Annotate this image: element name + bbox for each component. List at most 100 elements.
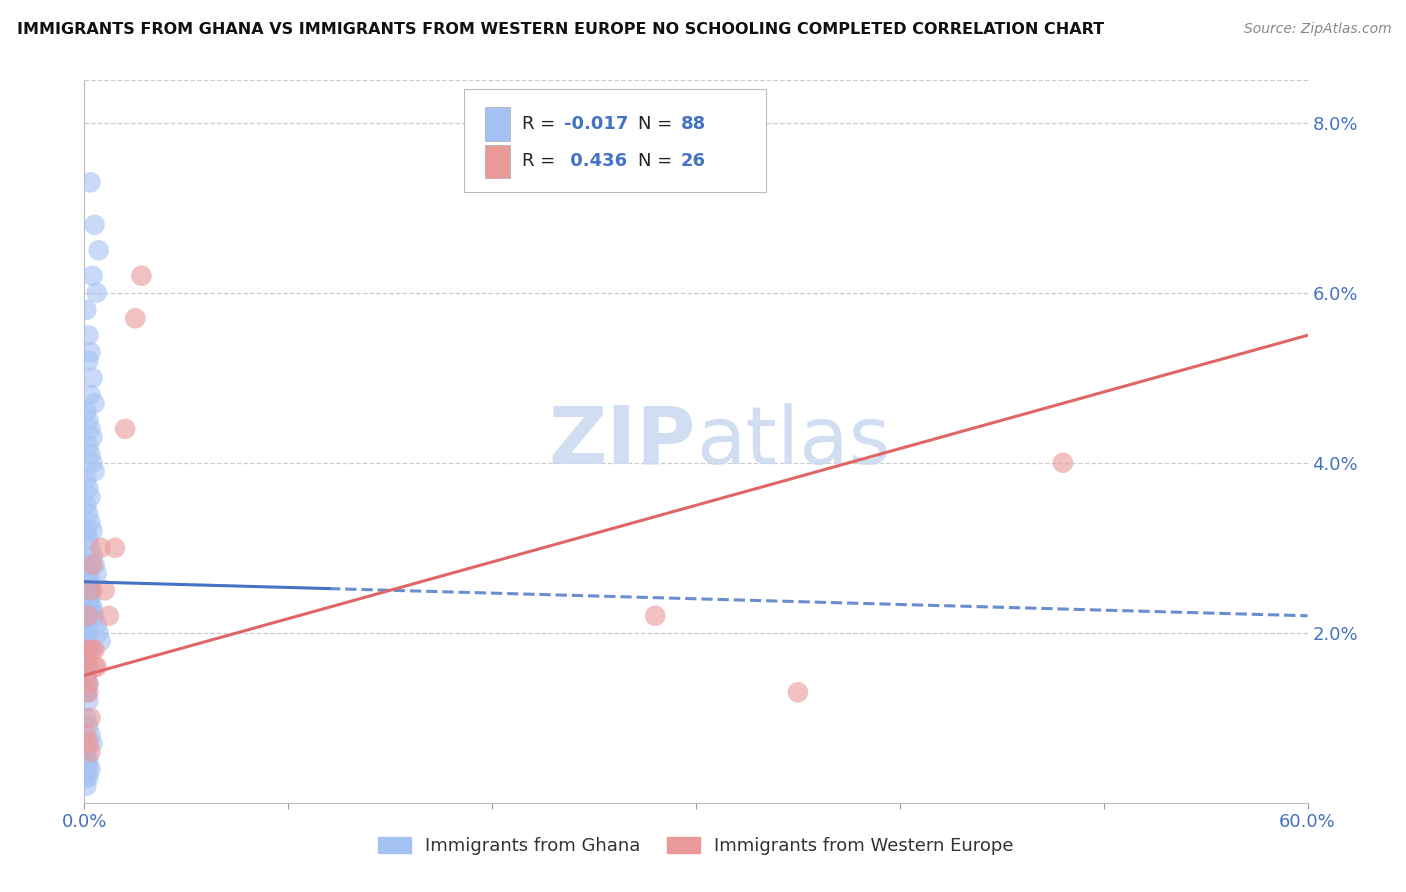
Point	[77, 642, 100, 657]
Point	[75, 608, 97, 623]
Point	[75, 600, 97, 615]
Point	[77, 677, 100, 691]
Point	[90, 541, 112, 555]
Point	[79, 642, 101, 657]
Point	[75, 770, 97, 784]
Point	[82, 549, 104, 564]
Point	[77, 685, 100, 699]
Point	[75, 677, 97, 691]
Point	[87, 625, 110, 640]
Point	[79, 600, 101, 615]
Point	[75, 651, 97, 665]
Point	[79, 447, 101, 461]
Point	[75, 405, 97, 419]
Point	[1052, 456, 1074, 470]
Point	[77, 481, 100, 495]
Point	[83, 642, 105, 657]
Point	[82, 524, 104, 538]
Text: R =: R =	[522, 115, 561, 133]
Point	[77, 533, 100, 547]
Point	[75, 642, 97, 657]
Point	[79, 388, 101, 402]
Point	[82, 430, 104, 444]
Point	[83, 218, 105, 232]
Point	[82, 736, 104, 750]
Point	[93, 583, 115, 598]
Point	[77, 608, 100, 623]
Point	[104, 541, 127, 555]
Point	[75, 498, 97, 512]
Point	[79, 175, 101, 189]
Point	[77, 591, 100, 606]
Point	[86, 566, 108, 581]
Point	[75, 642, 97, 657]
Text: 88: 88	[681, 115, 706, 133]
Point	[77, 439, 100, 453]
Point	[75, 779, 97, 793]
Point	[124, 311, 146, 326]
Point	[131, 268, 153, 283]
Point	[86, 285, 108, 300]
Point	[75, 625, 97, 640]
Text: Source: ZipAtlas.com: Source: ZipAtlas.com	[1244, 22, 1392, 37]
Point	[79, 762, 101, 776]
Point	[75, 711, 97, 725]
Point	[83, 608, 105, 623]
Point	[77, 762, 100, 776]
Point	[82, 268, 104, 283]
Text: 26: 26	[681, 153, 706, 170]
Point	[86, 617, 108, 632]
Text: atlas: atlas	[696, 402, 890, 481]
Point	[82, 600, 104, 615]
Point	[79, 711, 101, 725]
Text: N =: N =	[638, 153, 678, 170]
Point	[77, 625, 100, 640]
Text: ZIP: ZIP	[548, 402, 696, 481]
Point	[77, 736, 100, 750]
Point	[75, 668, 97, 682]
Point	[75, 302, 97, 317]
Point	[79, 728, 101, 742]
Text: R =: R =	[522, 153, 561, 170]
Point	[75, 524, 97, 538]
Point	[75, 668, 97, 682]
Point	[77, 353, 100, 368]
Point	[75, 651, 97, 665]
Point	[114, 422, 136, 436]
Point	[79, 574, 101, 589]
Point	[77, 719, 100, 733]
Point	[75, 583, 97, 598]
Point	[79, 745, 101, 759]
Point	[77, 660, 100, 674]
Text: N =: N =	[638, 115, 678, 133]
Point	[82, 642, 104, 657]
Point	[82, 558, 104, 572]
Point	[77, 677, 100, 691]
Point	[75, 558, 97, 572]
Legend: Immigrants from Ghana, Immigrants from Western Europe: Immigrants from Ghana, Immigrants from W…	[371, 830, 1021, 863]
Point	[77, 574, 100, 589]
Point	[75, 685, 97, 699]
Point	[83, 396, 105, 410]
Point	[77, 770, 100, 784]
Point	[77, 591, 100, 606]
Point	[97, 608, 120, 623]
Point	[83, 558, 105, 572]
Point	[79, 583, 101, 598]
Point	[87, 244, 110, 258]
Point	[79, 516, 101, 530]
Point	[75, 651, 97, 665]
Point	[79, 591, 101, 606]
Point	[75, 473, 97, 487]
Point	[77, 634, 100, 648]
Point	[79, 583, 101, 598]
Point	[83, 660, 105, 674]
Point	[82, 583, 104, 598]
Text: IMMIGRANTS FROM GHANA VS IMMIGRANTS FROM WESTERN EUROPE NO SCHOOLING COMPLETED C: IMMIGRANTS FROM GHANA VS IMMIGRANTS FROM…	[17, 22, 1104, 37]
Point	[77, 617, 100, 632]
Point	[77, 507, 100, 521]
Point	[77, 328, 100, 343]
Point	[77, 566, 100, 581]
Point	[79, 541, 101, 555]
Point	[75, 745, 97, 759]
